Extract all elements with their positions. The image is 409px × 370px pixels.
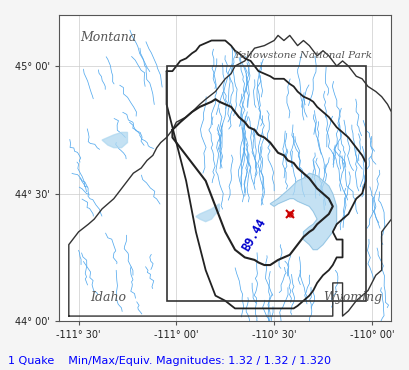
- Text: Yellowstone National Park: Yellowstone National Park: [234, 51, 371, 60]
- Text: Idaho: Idaho: [90, 291, 126, 304]
- Bar: [166, 66, 365, 301]
- Polygon shape: [102, 132, 127, 148]
- Text: 1 Quake    Min/Max/Equiv. Magnitudes: 1.32 / 1.32 / 1.320: 1 Quake Min/Max/Equiv. Magnitudes: 1.32 …: [8, 356, 330, 366]
- Text: Montana: Montana: [80, 30, 136, 44]
- Text: B9.44: B9.44: [239, 216, 268, 254]
- Text: Wyoming: Wyoming: [322, 291, 381, 304]
- Polygon shape: [196, 204, 219, 222]
- Polygon shape: [270, 173, 336, 250]
